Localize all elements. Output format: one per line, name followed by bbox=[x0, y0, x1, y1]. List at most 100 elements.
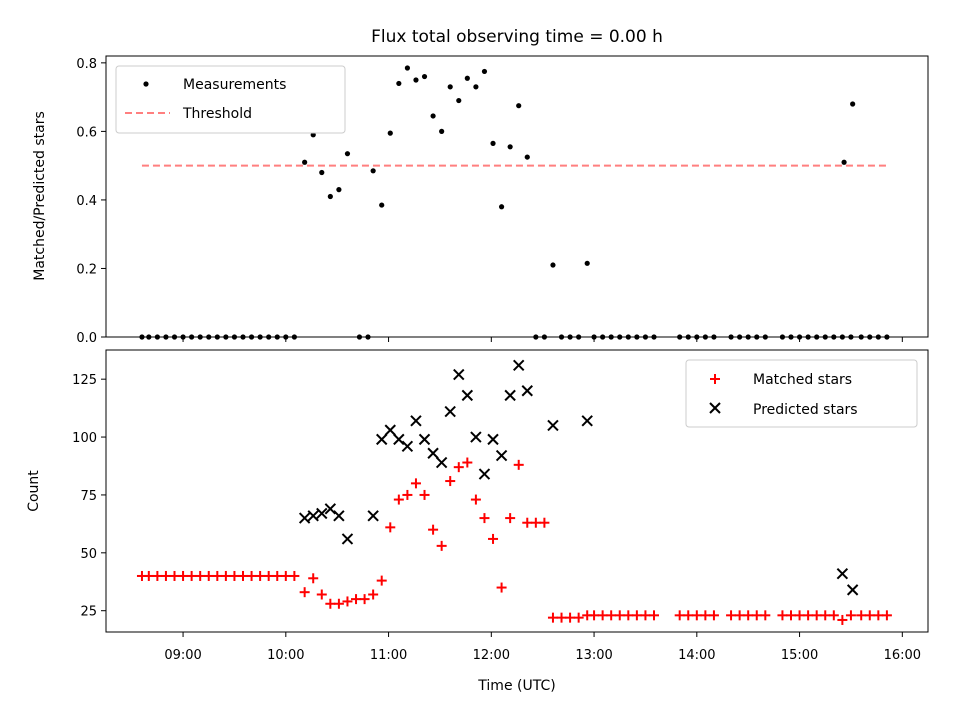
legend-predicted-marker bbox=[709, 402, 721, 414]
count-axes: 25 50 75 100 125 09:00 10:00 11:00 12:00 13:00 14:… bbox=[72, 373, 921, 663]
predicted-point-b bbox=[435, 456, 448, 469]
measurement-point bbox=[456, 97, 462, 104]
matched-point bbox=[238, 570, 248, 581]
matched-point bbox=[856, 610, 867, 621]
predicted-point-b bbox=[341, 533, 354, 545]
matched-point bbox=[556, 612, 567, 623]
predicted-point bbox=[427, 447, 439, 459]
count-legend-box bbox=[685, 359, 918, 428]
matched-point bbox=[589, 610, 600, 621]
measurement-point bbox=[507, 144, 513, 150]
measurement-point bbox=[421, 73, 428, 80]
predicted-point-b bbox=[478, 468, 491, 480]
matched-point bbox=[203, 570, 214, 581]
matched-point bbox=[453, 462, 464, 473]
count-plot-frame bbox=[105, 349, 929, 633]
predicted-point bbox=[435, 456, 448, 469]
matched-point bbox=[333, 598, 344, 609]
predicted-point-b bbox=[444, 405, 456, 418]
matched-point bbox=[726, 610, 737, 621]
measurement-point bbox=[498, 204, 505, 210]
predicted-point-b bbox=[307, 510, 319, 522]
matched-point bbox=[649, 610, 659, 621]
matched-point bbox=[820, 610, 831, 621]
ratio-y-axis-label: Matched/Predicted stars bbox=[32, 111, 48, 281]
matched-point bbox=[700, 610, 711, 621]
count-x-tick-label: 10:00 bbox=[267, 648, 304, 663]
matched-point bbox=[631, 610, 642, 621]
measurement-point bbox=[490, 140, 496, 146]
measurement-point bbox=[481, 68, 488, 75]
count-panel: 25 50 75 100 125 09:00 10:00 11:00 12:00 13:00 14:… bbox=[26, 349, 929, 694]
matched-point bbox=[410, 478, 421, 489]
predicted-point bbox=[521, 385, 533, 397]
matched-point bbox=[479, 513, 490, 524]
measurement-point bbox=[439, 128, 445, 134]
matched-point bbox=[470, 494, 481, 505]
matched-point bbox=[881, 610, 892, 621]
matched-point bbox=[539, 517, 550, 528]
matched-point bbox=[428, 524, 439, 535]
predicted-point-b bbox=[367, 510, 379, 522]
count-x-tick-label: 09:00 bbox=[164, 648, 201, 663]
ratio-panel: 0.00.20.40.60.8 Matched/Predicted stars … bbox=[32, 55, 929, 346]
matched-point bbox=[811, 610, 822, 621]
legend-threshold-label: Threshold bbox=[182, 106, 252, 122]
predicted-point bbox=[836, 567, 849, 580]
predicted-point bbox=[410, 415, 422, 427]
predicted-point bbox=[461, 389, 474, 402]
predicted-point-b bbox=[547, 419, 559, 432]
predicted-point-b bbox=[581, 415, 593, 427]
measurement-point bbox=[396, 80, 402, 87]
matched-point bbox=[342, 596, 353, 607]
predicted-point-b bbox=[453, 368, 465, 381]
matched-point bbox=[640, 610, 651, 621]
ratio-plot-frame bbox=[105, 55, 929, 338]
matched-point bbox=[803, 610, 814, 621]
matched-point bbox=[614, 610, 625, 621]
count-x-tick-label: 16:00 bbox=[884, 648, 921, 663]
matched-point bbox=[272, 570, 283, 581]
matched-point bbox=[255, 570, 266, 581]
predicted-point-b bbox=[461, 389, 474, 402]
matched-point bbox=[743, 610, 754, 621]
matched-point bbox=[280, 570, 291, 581]
count-x-tick-label: 13:00 bbox=[575, 648, 612, 663]
count-x-tick-label: 14:00 bbox=[678, 648, 715, 663]
matched-point bbox=[289, 570, 300, 581]
measurement-point bbox=[319, 169, 325, 176]
measurement-point bbox=[370, 168, 376, 174]
predicted-point bbox=[470, 431, 482, 443]
matched-point bbox=[246, 570, 257, 581]
matched-point bbox=[169, 570, 180, 581]
ratio-y-tick-label: 0.8 bbox=[76, 57, 97, 72]
count-y-tick-label: 25 bbox=[80, 605, 97, 620]
measurement-point bbox=[404, 65, 410, 71]
matched-point bbox=[837, 614, 848, 625]
matched-point bbox=[316, 589, 327, 600]
legend-measurements-marker bbox=[143, 81, 149, 87]
predicted-point bbox=[333, 510, 345, 522]
measurement-point bbox=[430, 113, 436, 119]
count-y-tick-label: 75 bbox=[80, 489, 97, 504]
count-y-tick-label: 125 bbox=[72, 373, 97, 388]
legend-matched-marker bbox=[710, 374, 720, 384]
matched-point bbox=[623, 610, 634, 621]
matched-point bbox=[393, 494, 404, 505]
ratio-y-tick-label: 0.4 bbox=[76, 194, 97, 209]
measurement-point bbox=[310, 132, 316, 138]
measurement-point bbox=[302, 159, 308, 165]
matched-point bbox=[530, 517, 541, 528]
predicted-point-b bbox=[333, 510, 345, 522]
ratio-axes: 0.0 0.2 0.4 0.6 0.8 bbox=[76, 57, 903, 346]
predicted-point-b bbox=[470, 431, 482, 443]
predicted-point-b bbox=[418, 433, 431, 446]
matched-point bbox=[828, 610, 839, 621]
predicted-point bbox=[376, 433, 388, 446]
matched-point bbox=[751, 610, 762, 621]
predicted-point-b bbox=[846, 584, 859, 596]
matched-point bbox=[864, 610, 875, 621]
matched-point bbox=[786, 610, 796, 621]
measurement-point bbox=[387, 130, 393, 136]
matched-point bbox=[445, 476, 456, 487]
